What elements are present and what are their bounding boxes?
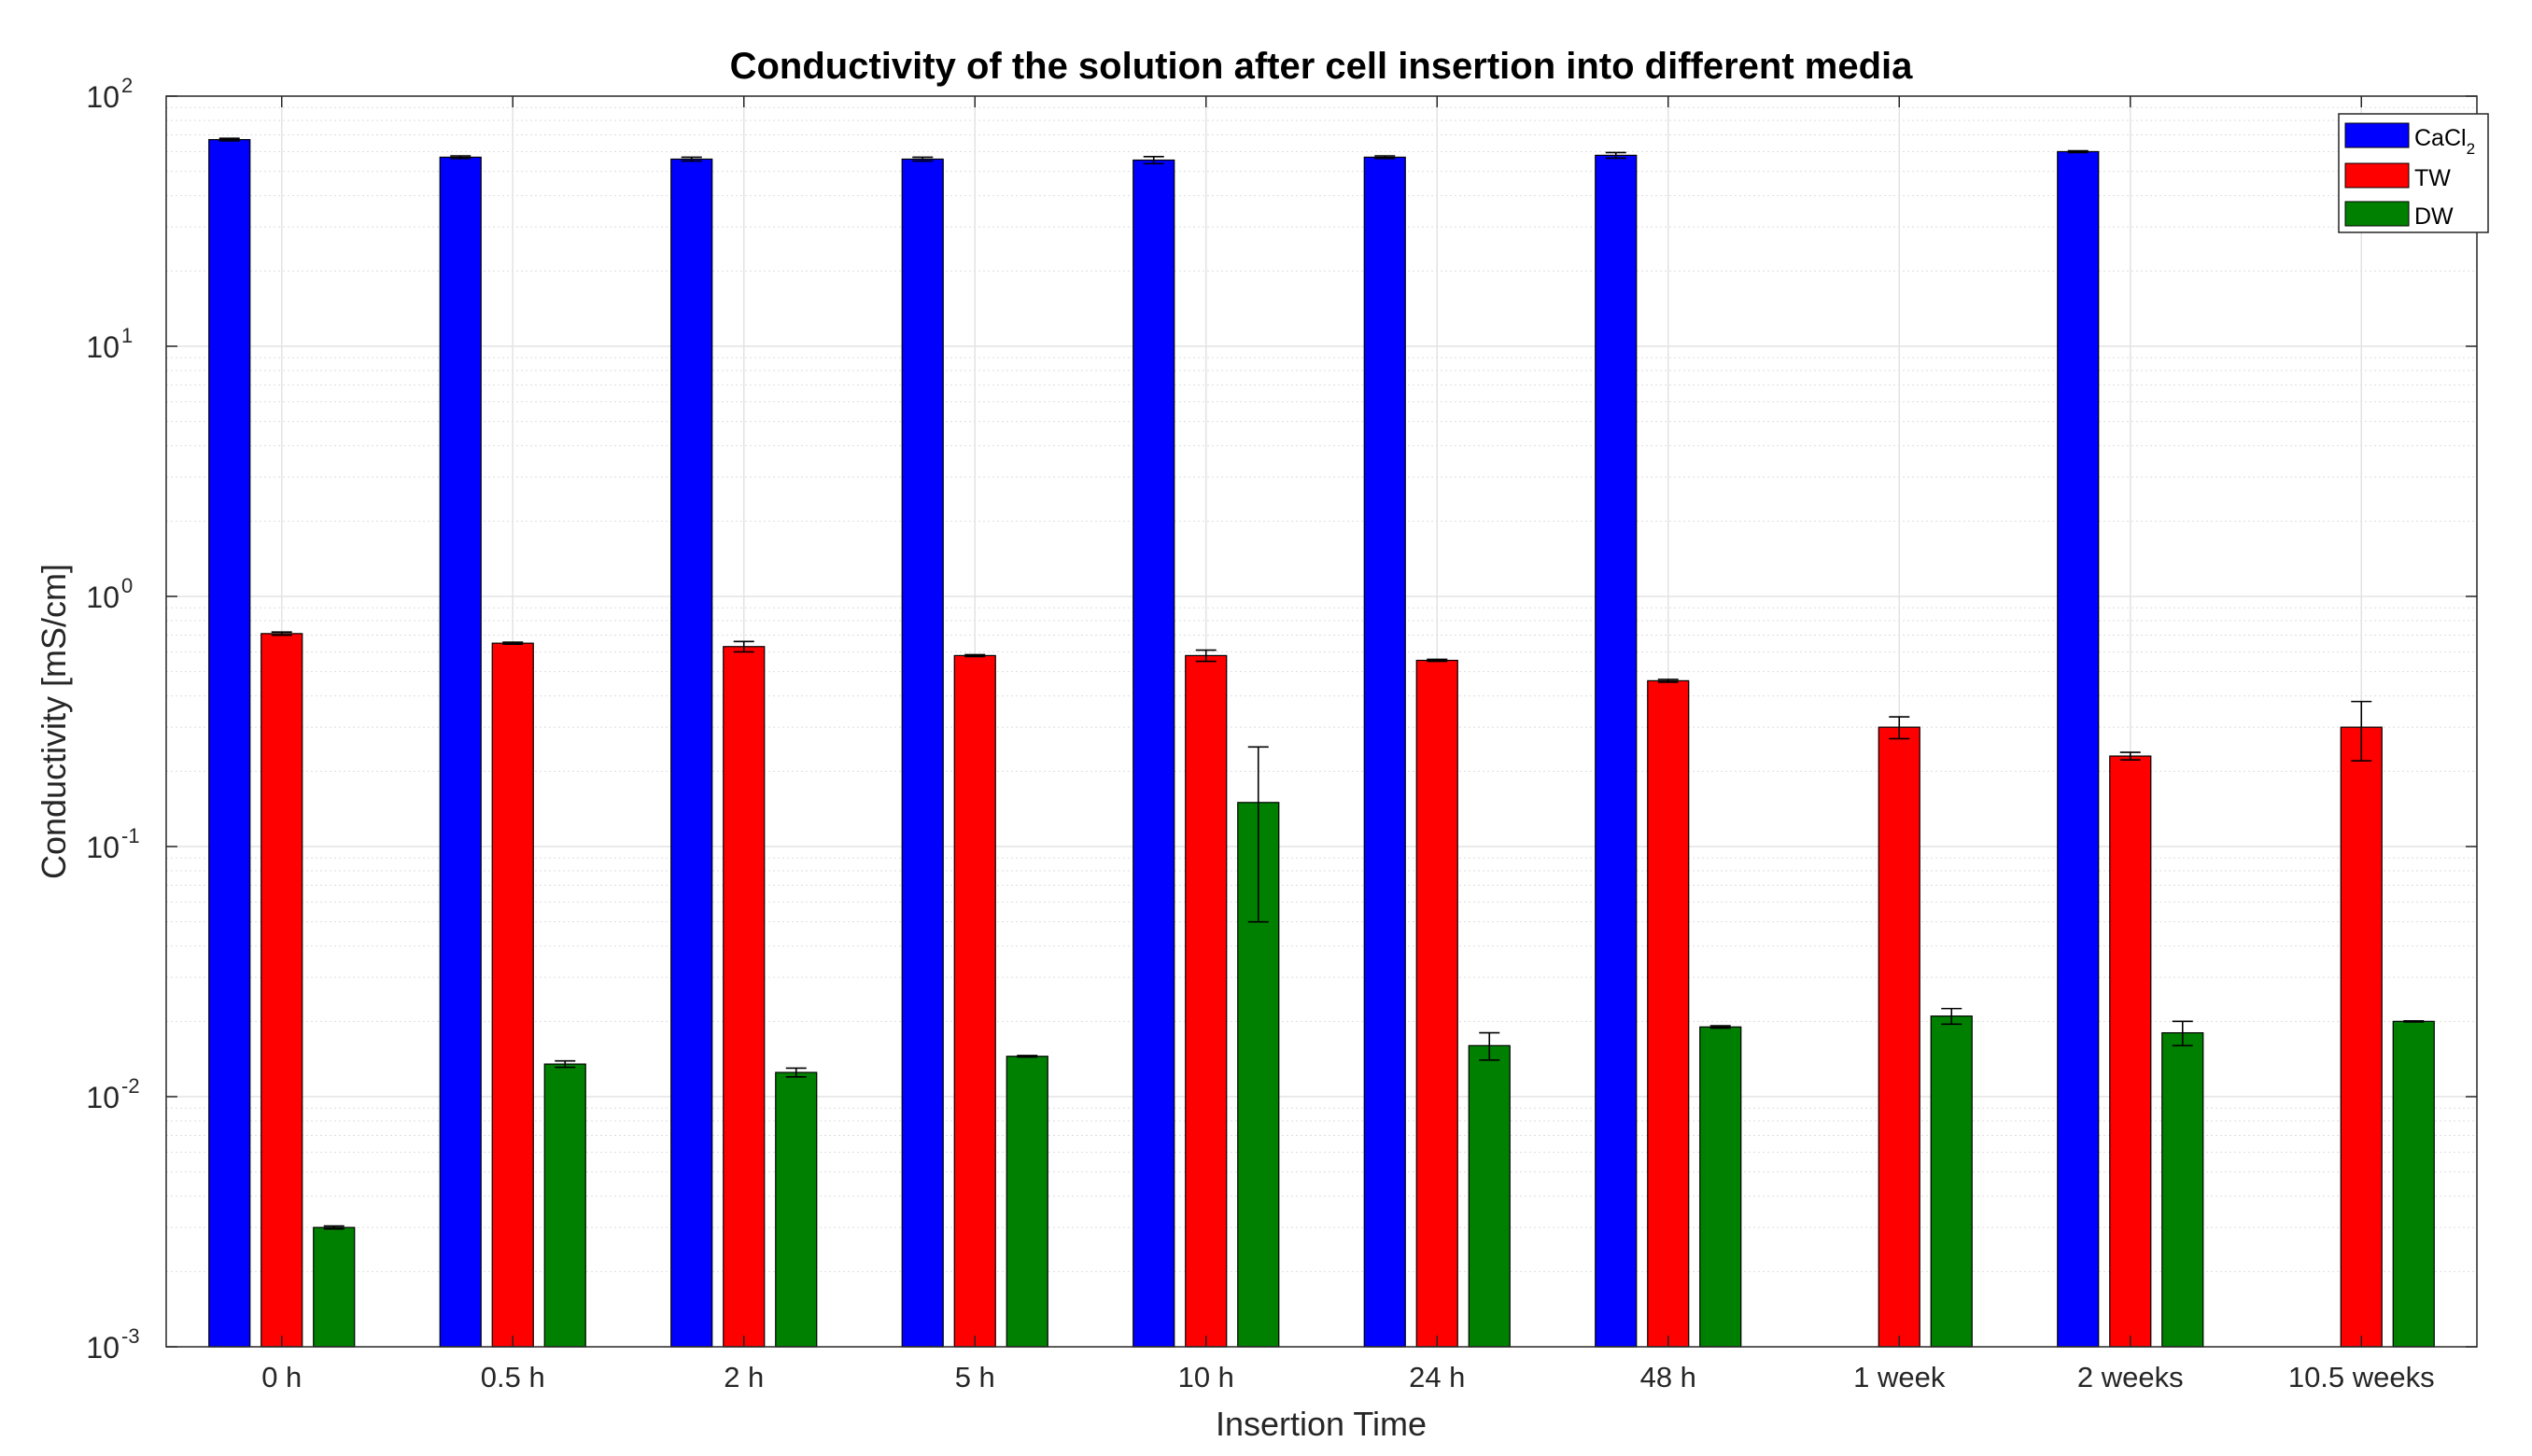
legend-label-cacl2: CaCl2	[2414, 125, 2475, 158]
y-tick-label-exponent: -2	[121, 1074, 140, 1098]
bar-dw-5-h	[1006, 1056, 1048, 1348]
x-tick-label-48-h: 48 h	[1640, 1361, 1696, 1393]
bar-dw-10-5-weeks	[2392, 1020, 2435, 1348]
error-bar-tw-0-5-h	[502, 641, 524, 646]
error-bar-cacl2-2-weeks	[2067, 149, 2089, 154]
error-bar-dw-1-week	[1941, 1007, 1962, 1026]
bar-tw-0-5-h	[491, 642, 534, 1348]
bar-tw-0-h	[260, 633, 303, 1348]
error-bar-dw-2-h	[785, 1067, 807, 1078]
error-bar-tw-5-h	[964, 653, 986, 658]
bar-tw-2-h	[723, 646, 766, 1348]
bar-dw-1-week	[1930, 1015, 1973, 1348]
bars	[208, 139, 2435, 1348]
error-bar-tw-24-h	[1427, 658, 1448, 663]
legend-label-tw: TW	[2414, 165, 2451, 191]
bar-cacl2-48-h	[1595, 154, 1638, 1348]
x-tick-label-2-h: 2 h	[724, 1361, 764, 1393]
error-bar-dw-24-h	[1479, 1031, 1500, 1061]
error-bar-dw-10-h	[1247, 746, 1269, 923]
legend-label-dw: DW	[2414, 203, 2454, 230]
error-bar-dw-0-5-h	[555, 1059, 576, 1069]
bar-cacl2-10-h	[1132, 159, 1175, 1348]
y-tick-label: 10	[86, 1331, 120, 1365]
x-tick-label-2-weeks: 2 weeks	[2077, 1361, 2184, 1393]
x-tick-label-10-h: 10 h	[1178, 1361, 1234, 1393]
error-bars	[218, 137, 2425, 1230]
bar-cacl2-0-h	[208, 139, 251, 1348]
y-tick-label: 10	[86, 1081, 120, 1114]
bar-dw-2-weeks	[2161, 1031, 2204, 1348]
bar-cacl2-2-weeks	[2057, 150, 2100, 1348]
bar-tw-10-h	[1185, 654, 1228, 1348]
bar-tw-1-week	[1878, 726, 1920, 1348]
bar-tw-24-h	[1415, 659, 1458, 1348]
legend-swatch-tw	[2344, 162, 2410, 189]
bar-cacl2-0-5-h	[439, 156, 482, 1348]
error-bar-dw-0-h	[323, 1225, 345, 1230]
bar-cacl2-5-h	[901, 158, 944, 1348]
bar-cacl2-2-h	[670, 158, 713, 1348]
bar-dw-48-h	[1699, 1026, 1742, 1348]
legend-swatch-cacl2	[2344, 122, 2410, 148]
error-bar-cacl2-2-h	[681, 156, 702, 162]
error-bar-tw-0-h	[271, 631, 292, 637]
x-tick-label-24-h: 24 h	[1409, 1361, 1465, 1393]
y-tick-label-exponent: -1	[121, 824, 140, 847]
y-tick-label-exponent: 2	[121, 74, 133, 97]
bar-tw-5-h	[953, 654, 996, 1348]
chart-title: Conductivity of the solution after cell …	[730, 46, 1914, 87]
y-tick-label: 10	[86, 581, 120, 614]
legend-swatch-dw	[2344, 201, 2410, 227]
x-tick-label-10-5-weeks: 10.5 weeks	[2288, 1361, 2435, 1393]
bar-tw-10-5-weeks	[2340, 726, 2383, 1348]
error-bar-tw-48-h	[1657, 679, 1679, 683]
error-bar-cacl2-48-h	[1605, 151, 1626, 160]
error-bar-tw-2-h	[733, 640, 754, 653]
error-bar-cacl2-5-h	[912, 156, 934, 162]
legend: CaCl2 TW DW	[2338, 113, 2489, 233]
error-bar-tw-10-5-weeks	[2351, 700, 2372, 763]
y-tick-label: 10	[86, 80, 120, 114]
x-axis-label: Insertion Time	[1216, 1405, 1427, 1443]
x-tick-label-5-h: 5 h	[955, 1361, 995, 1393]
y-tick-label-exponent: -3	[121, 1324, 140, 1348]
error-bar-tw-1-week	[1889, 716, 1910, 740]
x-axis-ticks: 0 h 0.5 h 2 h 5 h 10 h 24 h 48 h 1 week 2 weeks 1…	[261, 96, 2435, 1393]
bar-dw-24-h	[1468, 1044, 1511, 1348]
error-bar-cacl2-10-h	[1143, 156, 1164, 165]
bar-dw-0-h	[313, 1226, 356, 1348]
error-bar-dw-10-5-weeks	[2403, 1019, 2425, 1023]
x-tick-label-1-week: 1 week	[1853, 1361, 1946, 1393]
plot-frame	[165, 95, 2478, 1348]
y-axis-label: Conductivity [mS/cm]	[35, 564, 73, 879]
error-bar-dw-5-h	[1017, 1055, 1038, 1058]
error-bar-tw-10-h	[1195, 649, 1217, 663]
error-bar-cacl2-0-h	[218, 137, 240, 142]
error-bar-tw-2-weeks	[2119, 751, 2141, 761]
x-tick-label-0-h: 0 h	[261, 1361, 302, 1393]
y-tick-label: 10	[86, 330, 120, 364]
bar-dw-0-5-h	[543, 1063, 586, 1348]
bar-tw-48-h	[1647, 679, 1690, 1348]
y-tick-label-exponent: 1	[121, 324, 133, 347]
error-bar-cacl2-24-h	[1374, 155, 1396, 160]
y-tick-label: 10	[86, 831, 120, 864]
bar-tw-2-weeks	[2109, 755, 2152, 1348]
error-bar-dw-48-h	[1709, 1025, 1731, 1029]
bar-cacl2-24-h	[1363, 156, 1406, 1348]
error-bar-dw-2-weeks	[2172, 1020, 2193, 1047]
x-tick-label-0-5-h: 0.5 h	[481, 1361, 545, 1393]
y-tick-label-exponent: 0	[121, 574, 133, 597]
error-bar-cacl2-0-5-h	[450, 155, 471, 160]
bar-dw-2-h	[775, 1071, 818, 1348]
